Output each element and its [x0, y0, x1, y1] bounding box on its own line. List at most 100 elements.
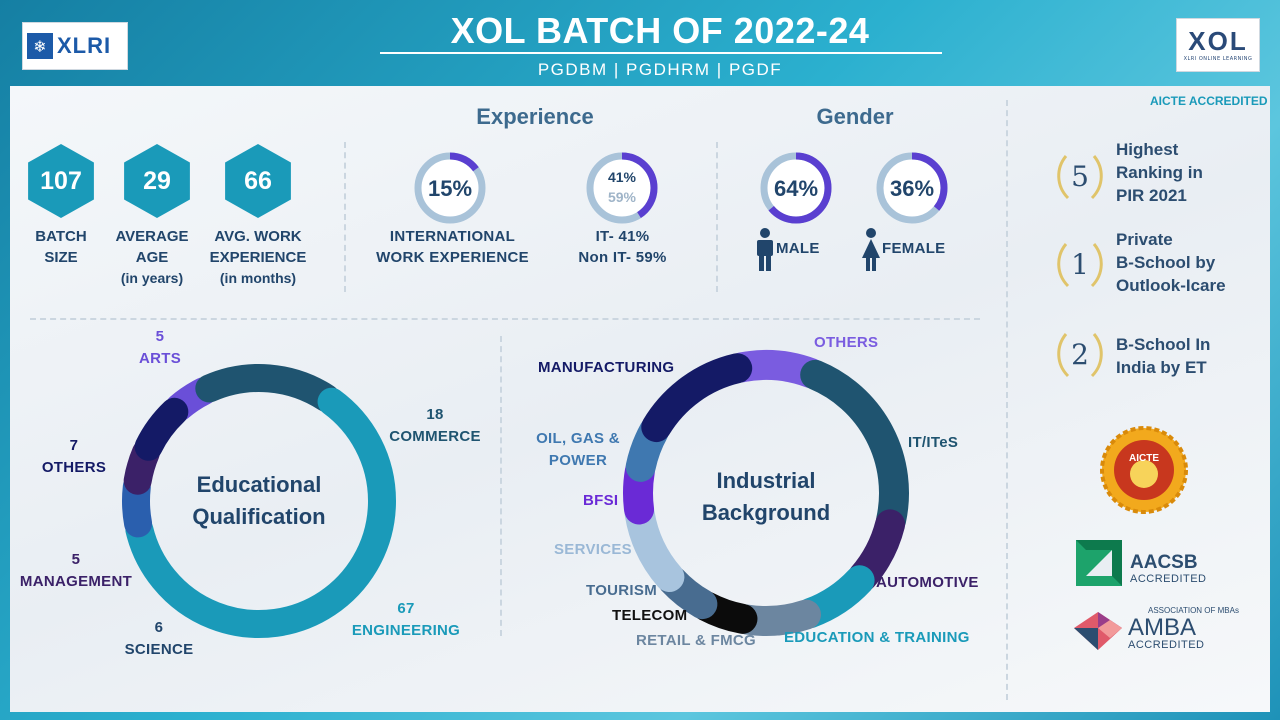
female-ring: 36%	[876, 152, 948, 224]
rank-2-text: B-School In India by ET	[1116, 333, 1210, 379]
it-ring-progress	[586, 152, 658, 224]
international-experience-label: INTERNATIONAL WORK EXPERIENCE	[365, 226, 540, 268]
it-label-line: IT- 41%	[595, 228, 650, 245]
divider-stats-experience	[344, 142, 346, 292]
rank-1-line2: B-School by	[1116, 253, 1216, 272]
batch-size-label-line1: BATCH	[35, 228, 87, 245]
edu-science-count: 6	[154, 619, 164, 636]
edu-label-arts: 5 ARTS	[130, 326, 190, 370]
edu-label-others: 7 OTHERS	[34, 435, 114, 479]
divider-donuts	[500, 336, 502, 636]
industrial-background-donut: Industrial Background	[623, 350, 909, 636]
edu-arts-count: 5	[155, 328, 165, 345]
non-it-label-line: Non IT- 59%	[578, 249, 667, 266]
xlri-logo-text: XLRI	[57, 33, 112, 58]
ind-segment-it-ites	[800, 359, 909, 536]
international-ring-progress	[414, 152, 486, 224]
edu-arts-name: ARTS	[138, 350, 182, 367]
aacsb-logo-icon	[1076, 540, 1122, 586]
ind-label-automotive: AUTOMOTIVE	[876, 574, 979, 591]
edu-others-count: 7	[69, 437, 79, 454]
it-nonit-ring: 41% 59%	[586, 152, 658, 224]
divider-horizontal	[30, 318, 980, 320]
page-title: XOL BATCH OF 2022-24	[450, 10, 870, 51]
rank-1-line1: Private	[1116, 230, 1173, 249]
average-age-label-line2: AGE	[135, 249, 169, 266]
female-label: FEMALE	[882, 240, 946, 257]
ind-label-bfsi: BFSI	[583, 492, 619, 509]
average-age-label: AVERAGE AGE (in years)	[104, 226, 200, 289]
rank-2-laurel-icon: 2	[1057, 333, 1103, 378]
amba-text: AMBA	[1128, 614, 1197, 641]
amba-association-text: ASSOCIATION OF MBAs	[1148, 606, 1239, 615]
ind-label-manufacturing: MANUFACTURING	[538, 359, 675, 376]
amba-logo-icon	[1074, 612, 1122, 650]
rank-1-text: Private B-School by Outlook-Icare	[1116, 228, 1226, 297]
ind-label-retail: RETAIL & FMCG	[636, 632, 757, 649]
male-ring-progress	[760, 152, 832, 224]
edu-engineering-count: 67	[397, 600, 415, 617]
average-age-unit: (in years)	[120, 270, 184, 286]
rank-2-line1: B-School In	[1116, 335, 1211, 354]
experience-title: Experience	[476, 104, 594, 129]
rank-5-laurel-icon: 5	[1057, 155, 1103, 200]
aicte-seal-text: AICTE	[1129, 453, 1159, 464]
edu-commerce-name: COMMERCE	[389, 428, 481, 445]
international-label-line1: INTERNATIONAL	[389, 228, 516, 245]
rank-5-text: Highest Ranking in PIR 2021	[1116, 138, 1203, 207]
title-divider	[380, 52, 942, 54]
rank-5-number: 5	[1071, 160, 1089, 193]
international-percent: 15%	[428, 176, 472, 201]
ind-label-services: SERVICES	[554, 541, 632, 558]
rank-5-line1: Highest	[1116, 140, 1179, 159]
edu-management-count: 5	[71, 551, 81, 568]
divider-right-column	[1006, 100, 1008, 700]
ind-segment-manufacturing	[641, 353, 753, 443]
edu-segment-commerce	[195, 364, 341, 413]
ind-label-oil-gas-power: OIL, GAS & POWER	[533, 428, 623, 472]
edu-others-name: OTHERS	[41, 459, 107, 476]
male-label: MALE	[776, 240, 820, 257]
gender-title: Gender	[816, 104, 894, 129]
xol-logo-subtext: XLRI ONLINE LEARNING	[1183, 56, 1253, 62]
female-icon	[862, 228, 880, 271]
xol-logo-text: XOL	[1188, 26, 1248, 56]
ind-label-it: IT/ITeS	[908, 434, 959, 451]
non-it-percent: 59%	[608, 189, 637, 205]
avg-work-experience-label: AVG. WORK EXPERIENCE (in months)	[203, 226, 313, 289]
page-subtitle: PGDBM | PGDHRM | PGDF	[537, 60, 783, 79]
male-percent: 64%	[774, 176, 818, 201]
rank-5-line2: Ranking in	[1116, 163, 1203, 182]
rank-2-line2: India by ET	[1116, 358, 1207, 377]
international-label-line2: WORK EXPERIENCE	[376, 249, 529, 266]
it-nonit-label: IT- 41% Non IT- 59%	[555, 226, 690, 268]
female-percent: 36%	[890, 176, 934, 201]
ind-oil-line2: POWER	[548, 452, 608, 469]
divider-experience-gender	[716, 142, 718, 292]
edu-engineering-name: ENGINEERING	[351, 622, 461, 639]
edu-segment-others	[134, 397, 189, 461]
average-age-label-line1: AVERAGE	[115, 228, 189, 245]
edu-label-science: 6 SCIENCE	[118, 617, 200, 661]
industrial-center-line2: Background	[702, 500, 830, 525]
edu-management-name: MANAGEMENT	[19, 573, 133, 590]
rank-1-laurel-icon: 1	[1057, 243, 1103, 288]
edu-label-commerce: 18 COMMERCE	[385, 404, 485, 448]
batch-size-label: BATCH SIZE	[16, 226, 106, 268]
rank-1-line3: Outlook-Icare	[1116, 276, 1226, 295]
ind-label-tourism: TOURISM	[586, 582, 657, 599]
xlri-logo: ❄ XLRI	[22, 22, 128, 70]
educational-center-line1: Educational	[197, 472, 322, 497]
male-ring: 64%	[760, 152, 832, 224]
aicte-seal-icon: AICTE	[1100, 426, 1188, 514]
xlri-emblem-icon: ❄	[27, 33, 53, 59]
xol-logo: XOL XLRI ONLINE LEARNING	[1176, 18, 1260, 72]
rank-2-number: 2	[1071, 338, 1089, 371]
aicte-accredited-text: AICTE ACCREDITED	[1150, 94, 1268, 108]
edu-commerce-count: 18	[426, 406, 444, 423]
it-percent: 41%	[608, 169, 637, 185]
aacsb-accredited-text: ACCREDITED	[1130, 573, 1207, 585]
male-icon	[757, 228, 773, 271]
ind-oil-line1: OIL, GAS &	[536, 430, 620, 447]
ind-label-education: EDUCATION & TRAINING	[784, 629, 970, 646]
